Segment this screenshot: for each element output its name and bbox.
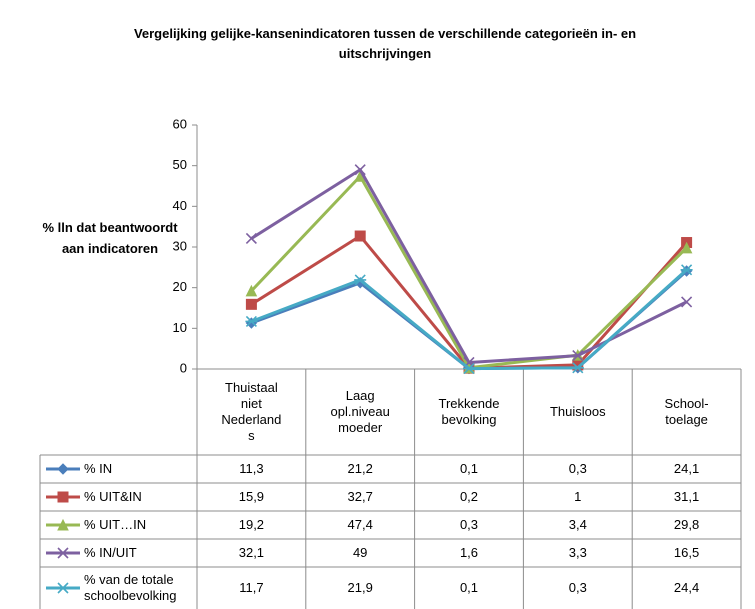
table-value: 11,7	[239, 580, 264, 595]
table-value: 16,5	[673, 545, 700, 560]
marker	[680, 241, 693, 254]
marker	[245, 284, 258, 297]
marker	[57, 582, 69, 594]
y-tick-label: 10	[173, 320, 187, 335]
table-value: 29,8	[673, 517, 700, 532]
series-line	[250, 268, 688, 371]
table-value: 32,7	[347, 489, 373, 504]
category-label: Thuisloos	[549, 404, 606, 419]
marker	[463, 363, 475, 375]
marker	[57, 547, 69, 559]
table-value: 11,3	[239, 461, 264, 476]
y-tick-label: 30	[173, 238, 187, 253]
table-value: 0,1	[459, 461, 479, 476]
table-value: 32,1	[238, 545, 265, 560]
marker	[571, 362, 584, 374]
y-tick-label: 40	[173, 198, 187, 213]
table-value: 0,3	[568, 580, 587, 595]
marker	[245, 298, 257, 310]
table-value: 15,9	[238, 489, 265, 504]
y-tick-label: 20	[173, 279, 187, 294]
table-value: 24,1	[673, 461, 700, 476]
marker	[57, 518, 69, 531]
marker	[354, 230, 366, 242]
category-label: Laag opl.niveau moeder	[330, 388, 390, 435]
table-value: 0,1	[459, 580, 479, 595]
table-value: 1,6	[459, 545, 479, 560]
marker	[354, 164, 366, 176]
table-value: 3,3	[568, 545, 587, 560]
legend-label: % IN/UIT	[84, 545, 137, 560]
table-value: 24,4	[673, 580, 700, 595]
y-tick-label: 0	[180, 360, 187, 375]
series-line	[250, 234, 688, 370]
marker	[245, 232, 257, 245]
table-value: 31,1	[673, 489, 700, 504]
series-line	[250, 168, 688, 364]
table-value: 47,4	[347, 517, 373, 532]
marker	[681, 296, 693, 308]
category-label: Thuistaal niet Nederland s	[221, 380, 282, 443]
y-tick-label: 50	[173, 157, 187, 172]
table-value: 3,4	[568, 517, 587, 532]
y-tick-label: 60	[173, 116, 187, 131]
table-value: 21,2	[347, 461, 373, 476]
y-axis-label: % lln dat beantwoordt aan indicatoren	[42, 220, 178, 256]
table-value: 0,3	[568, 461, 587, 476]
marker	[680, 264, 693, 276]
table-value: 21,9	[347, 580, 373, 595]
series-line	[250, 269, 688, 371]
legend-label: % van de totale schoolbevolking	[84, 572, 177, 603]
table-value: 49	[352, 545, 368, 560]
marker	[245, 315, 258, 327]
chart-title: Vergelijking gelijke-kansenindicatoren t…	[133, 26, 637, 61]
series-line	[250, 174, 688, 370]
table-value: 0,3	[459, 517, 479, 532]
legend-label: % UIT&IN	[84, 489, 142, 504]
table-value: 0,2	[459, 489, 479, 504]
category-label: School- toelage	[664, 396, 709, 427]
legend-label: % UIT…IN	[84, 517, 147, 532]
marker	[57, 491, 69, 503]
marker	[572, 350, 584, 362]
marker	[354, 274, 367, 286]
legend-label: % IN	[84, 461, 113, 476]
category-label: Trekkende bevolking	[438, 396, 500, 427]
marker	[57, 463, 69, 475]
table-value: 1	[574, 489, 582, 504]
table-value: 19,2	[238, 517, 265, 532]
